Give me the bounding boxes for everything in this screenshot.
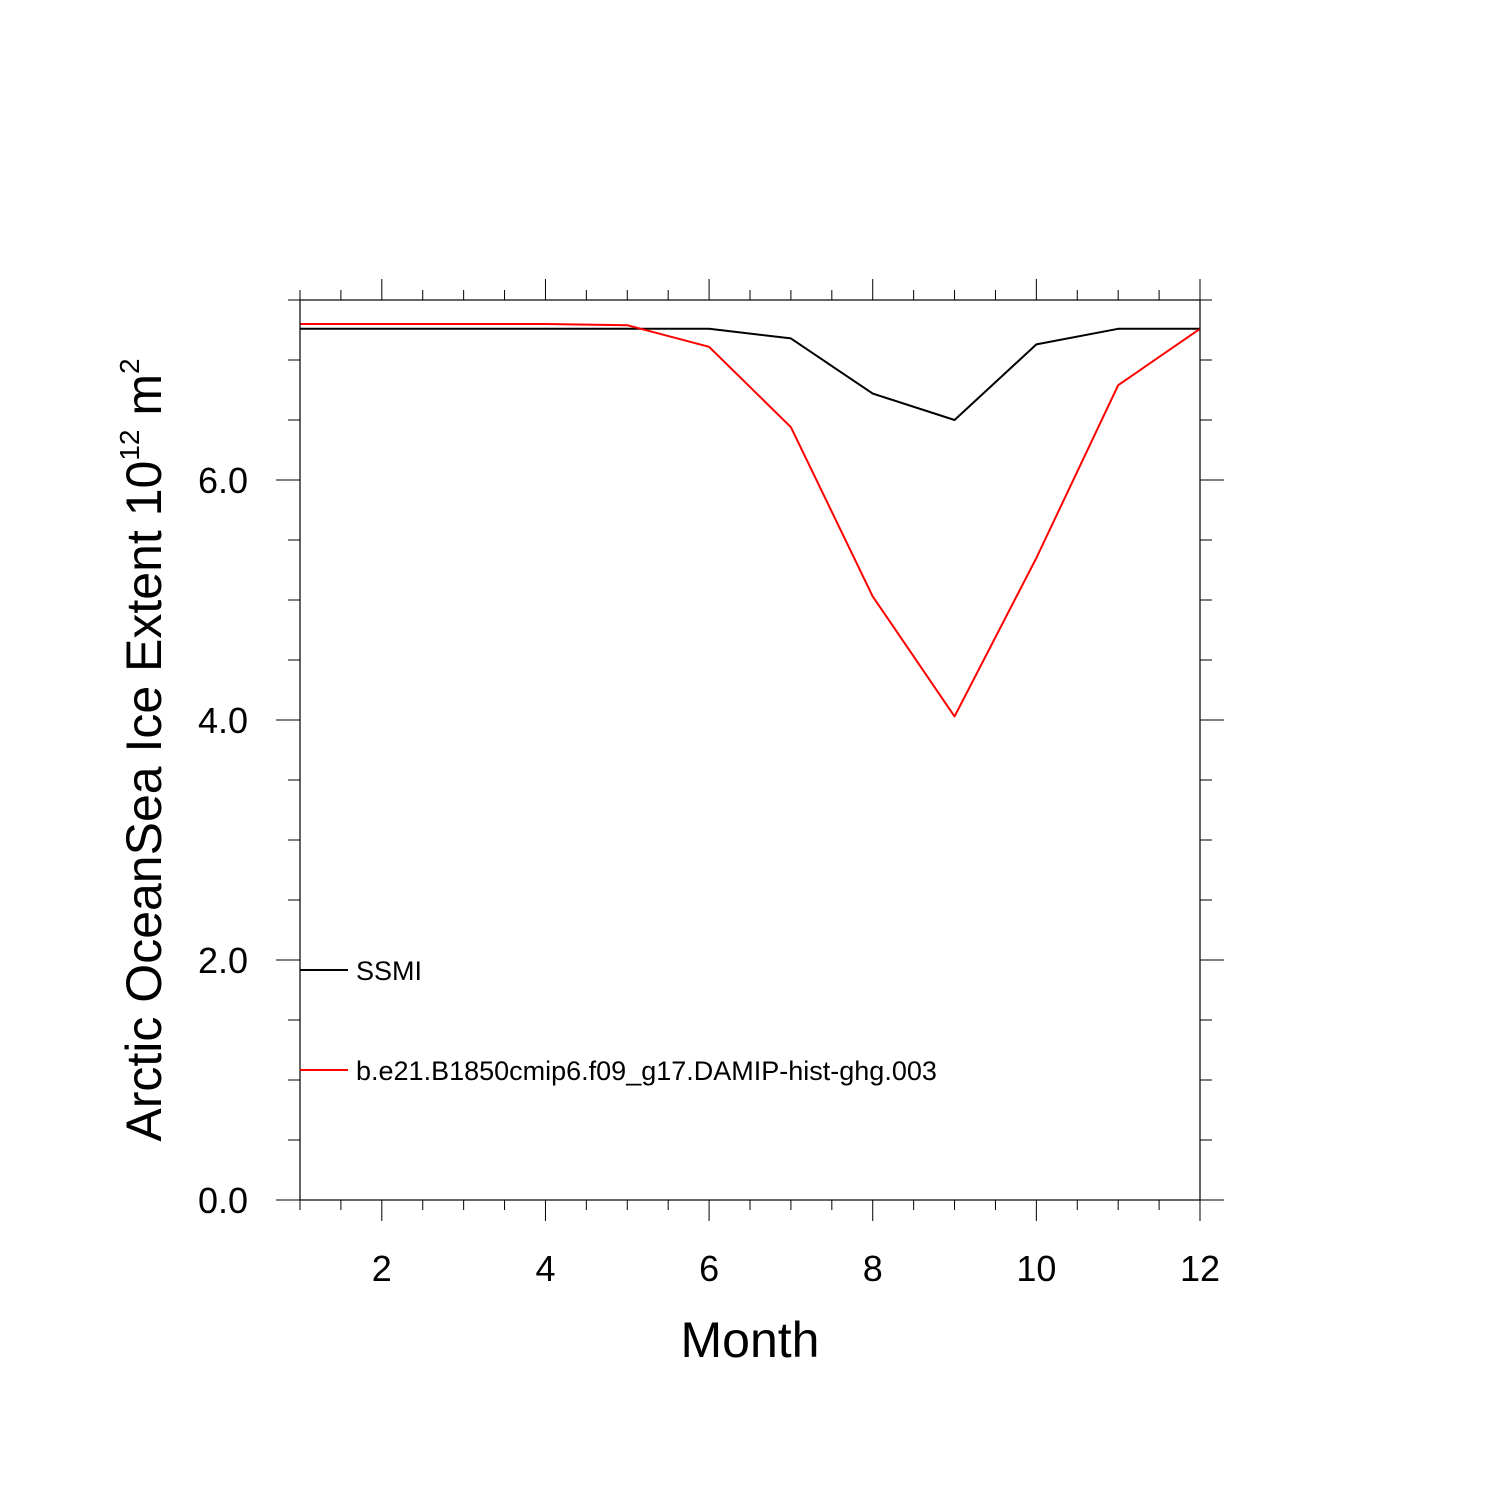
series-line-1 (300, 323, 1201, 718)
labels-layer: 2 4 6 8 10 12 0.0 2.0 4.0 6.0 (198, 460, 1220, 1289)
plot-frame (299, 299, 1201, 1201)
y-tick-label: 4.0 (198, 700, 248, 741)
y-tick-label: 2.0 (198, 940, 248, 981)
legend-label-0: SSMI (356, 956, 422, 986)
x-tick-label: 6 (699, 1248, 719, 1289)
x-tick-label: 8 (863, 1248, 883, 1289)
x-tick-label: 12 (1180, 1248, 1220, 1289)
y-axis-title: Arctic OceanSea Ice Extent 1012 m2 (114, 358, 172, 1141)
x-tick-label: 2 (372, 1248, 392, 1289)
x-tick-label: 10 (1016, 1248, 1056, 1289)
y-tick-label: 6.0 (198, 460, 248, 501)
x-axis-title: Month (681, 1312, 820, 1368)
series-line-0 (300, 327, 1200, 421)
legend: SSMI b.e21.B1850cmip6.f09_g17.DAMIP-hist-… (300, 956, 937, 1086)
y-tick-label: 0.0 (198, 1180, 248, 1221)
x-tick-label: 4 (535, 1248, 555, 1289)
ticks-layer (276, 279, 1224, 1221)
legend-label-1: b.e21.B1850cmip6.f09_g17.DAMIP-hist-ghg.… (356, 1056, 937, 1086)
lines-layer (300, 323, 1201, 718)
